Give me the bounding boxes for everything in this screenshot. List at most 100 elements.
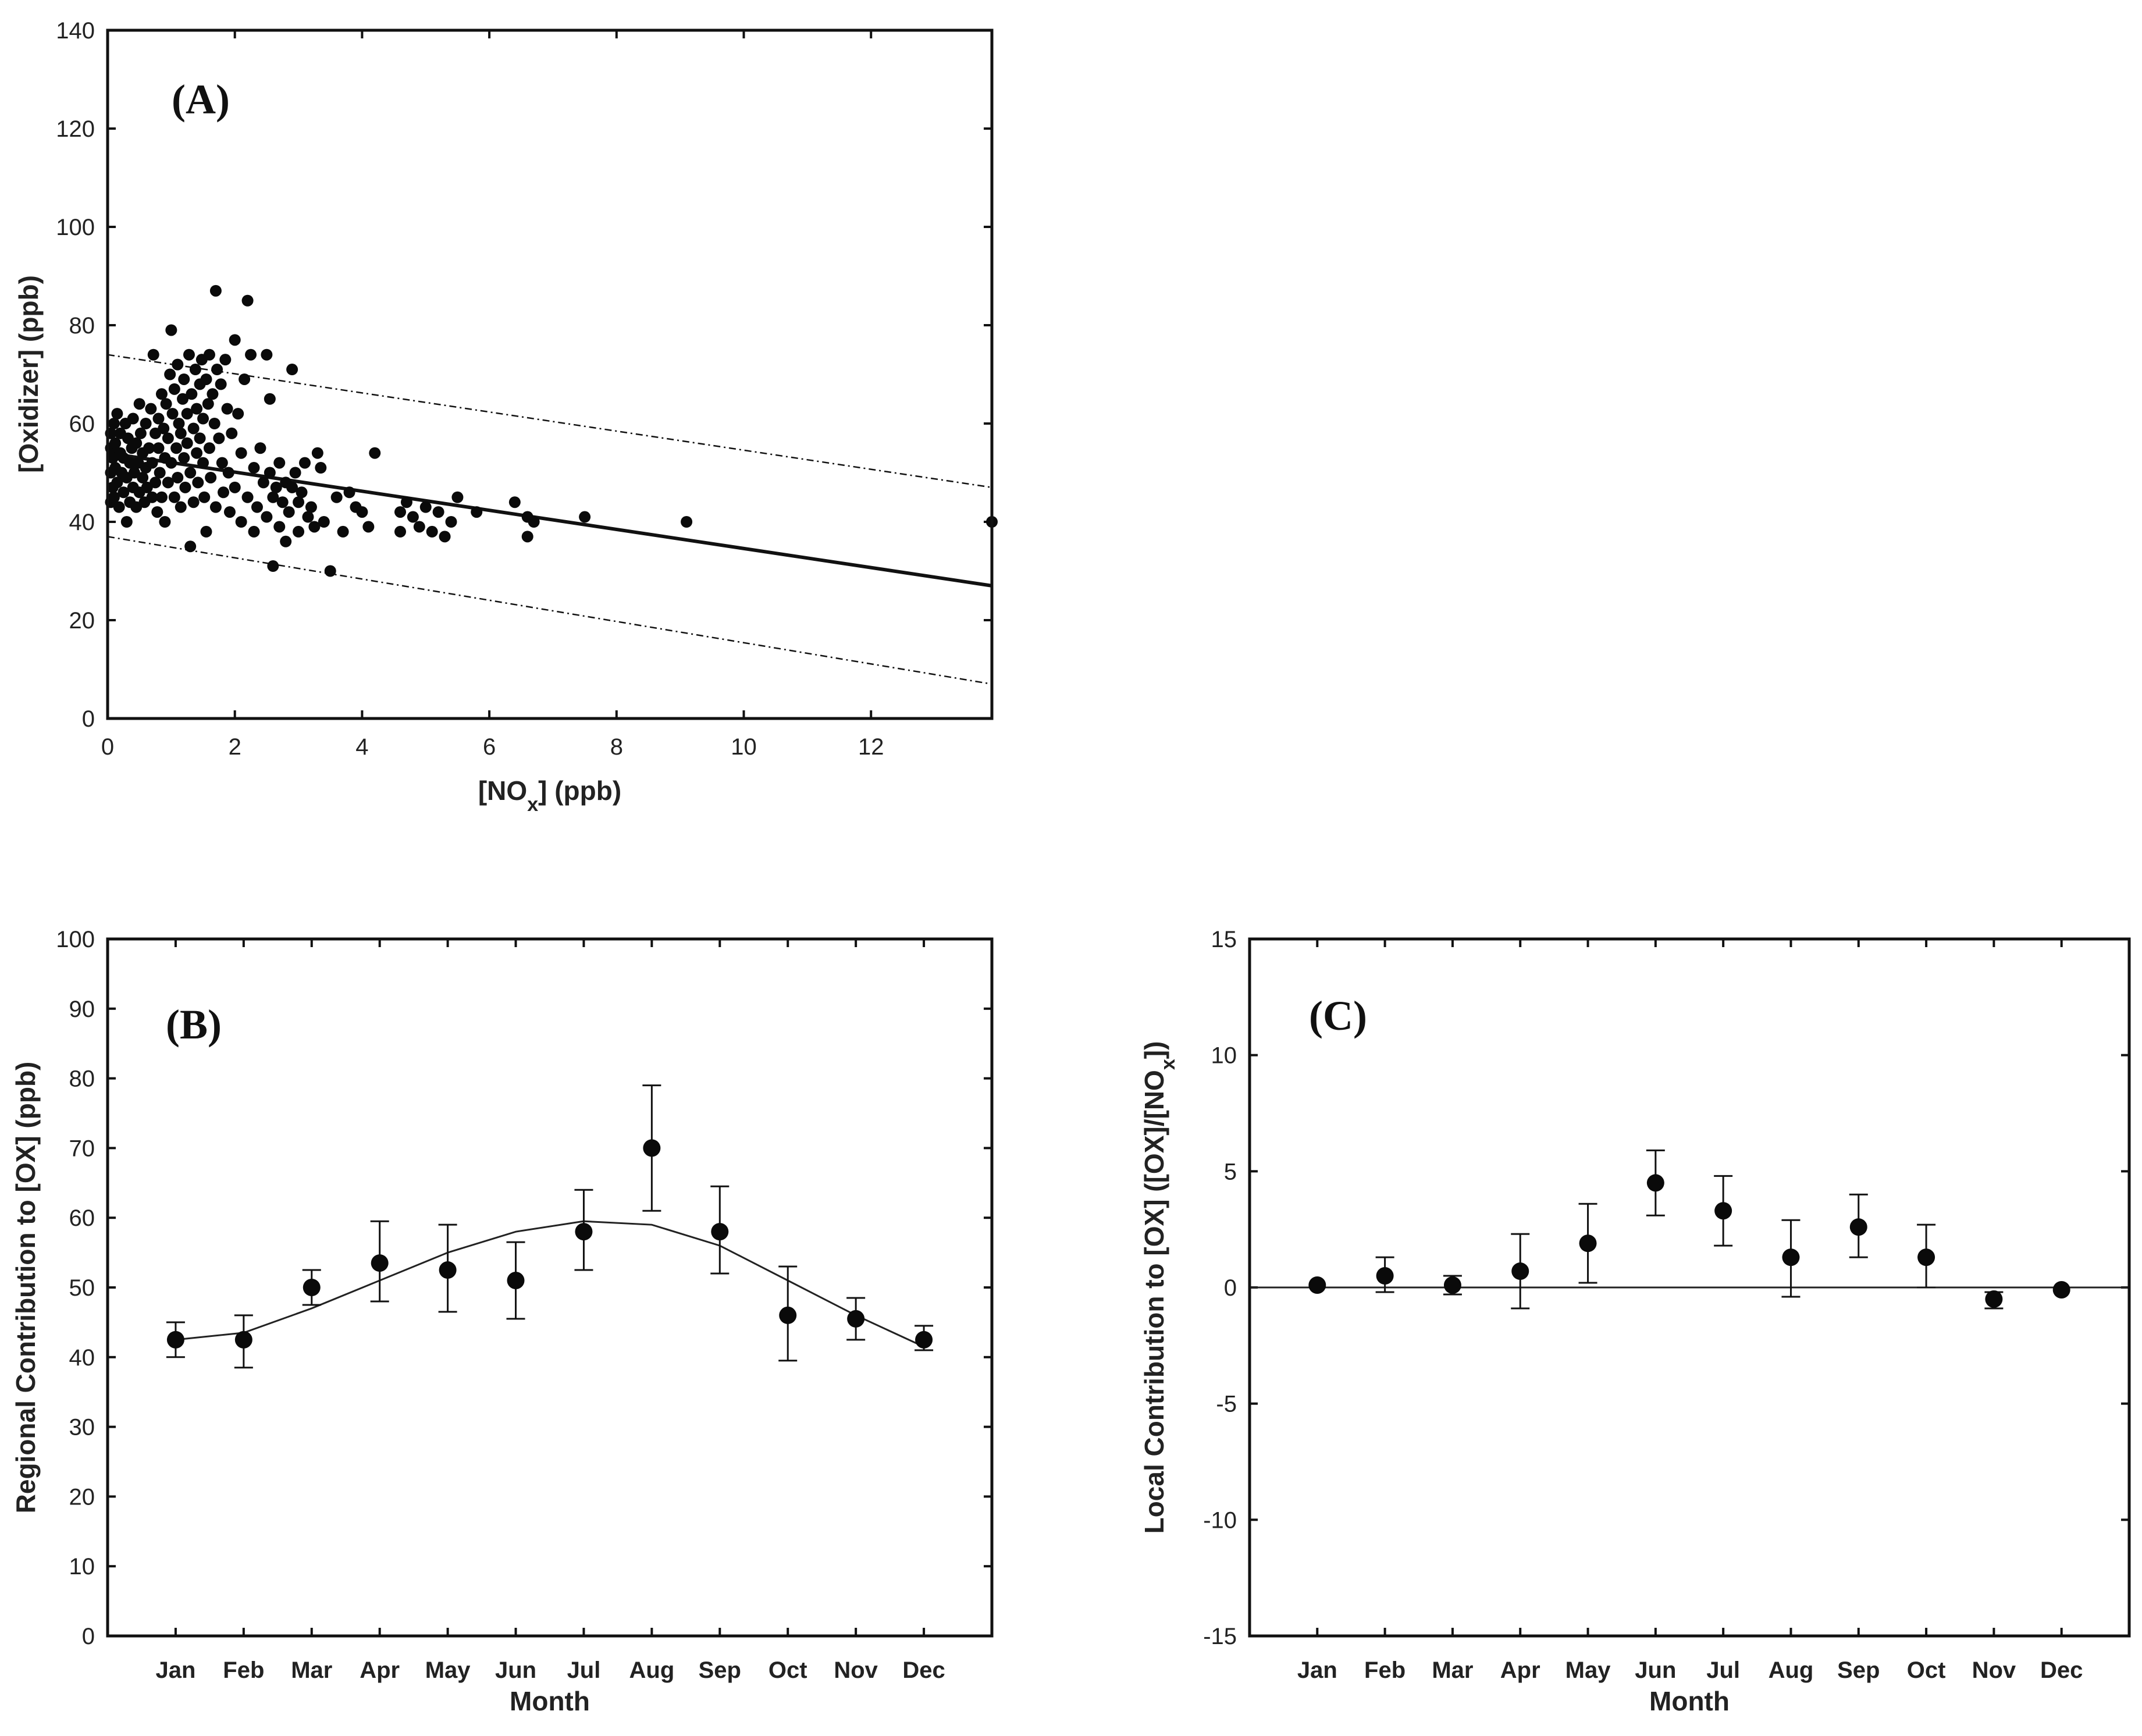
panel-a-data-points <box>105 284 998 577</box>
panel-c-y-tick-label: 10 <box>1211 1043 1237 1069</box>
panel-c-x-axis-title: Month <box>1649 1686 1730 1716</box>
panel-c-y-tick-label: -10 <box>1203 1507 1237 1533</box>
panel-c-x-tick-label: Oct <box>1907 1657 1946 1683</box>
panel-a-point <box>194 432 206 444</box>
panel-a-upper-band <box>107 354 992 489</box>
panel-a-point <box>308 521 321 533</box>
panel-a-point <box>205 471 217 483</box>
panel-a-point <box>168 491 180 503</box>
panel-a-point <box>179 481 191 493</box>
panel-a-point <box>407 511 419 523</box>
panel-c-y-tick-label: 0 <box>1224 1275 1237 1301</box>
panel-a-point <box>198 491 211 503</box>
panel-c-x-tick-label: Nov <box>1972 1657 2016 1683</box>
panel-a-point <box>264 393 276 405</box>
panel-a-point <box>318 516 330 528</box>
panel-b-label: (B) <box>166 1001 222 1048</box>
panel-a-point <box>239 373 251 385</box>
panel-b-y-tick-label: 70 <box>69 1136 95 1161</box>
panel-a-point <box>293 525 305 538</box>
panel-a-x-tick-label: 2 <box>229 734 241 760</box>
panel-a-point <box>296 486 308 499</box>
panel-b-x-tick-label: Nov <box>834 1657 878 1683</box>
panel-b-y-tick-label: 40 <box>69 1345 95 1371</box>
panel-a-point <box>197 412 209 425</box>
panel-a-point <box>166 408 179 420</box>
panel-a-point <box>124 457 136 469</box>
panel-b-y-tick-label: 20 <box>69 1484 95 1510</box>
panel-b-point <box>711 1223 729 1241</box>
panel-a-point <box>419 501 432 513</box>
panel-a-point <box>264 467 276 479</box>
panel-a-point <box>172 471 184 483</box>
panel-b-x-tick-label: Jan <box>155 1657 195 1683</box>
panel-a-point <box>235 447 247 459</box>
panel-c-y-title-tail: ]) <box>1139 1041 1169 1059</box>
panel-a-point <box>109 437 122 449</box>
panel-a-x-tick-label: 12 <box>858 734 884 760</box>
panel-a-point <box>146 491 158 503</box>
panel-a-point <box>177 393 189 405</box>
panel-a-point <box>168 383 180 395</box>
panel-a-point <box>286 364 298 376</box>
panel-a-point <box>146 457 158 469</box>
panel-c-x-tick-label: Jun <box>1635 1657 1676 1683</box>
panel-a-x-tick-label: 10 <box>731 734 757 760</box>
panel-a-point <box>172 358 184 371</box>
panel-a-point <box>305 501 317 513</box>
panel-b-x-tick-label: Mar <box>291 1657 332 1683</box>
panel-a-point <box>245 348 257 361</box>
panel-c-x-tick-label: Sep <box>1837 1657 1880 1683</box>
panel-a-point <box>394 525 407 538</box>
panel-a-point <box>111 476 123 489</box>
panel-a-point <box>369 447 381 459</box>
panel-b-x-tick-label: Sep <box>699 1657 741 1683</box>
panel-a-point <box>187 496 200 508</box>
panel-a-point <box>187 422 200 435</box>
panel-a-point <box>203 442 215 454</box>
panel-c-plot-frame <box>1248 937 2131 1638</box>
panel-b-x-tick-label: Jun <box>495 1657 536 1683</box>
panel-a-point <box>261 511 273 523</box>
panel-a-point <box>154 467 166 479</box>
panel-a-point <box>257 476 269 489</box>
panel-a-point <box>330 491 343 503</box>
panel-b-point <box>166 1331 184 1349</box>
panel-a-point <box>261 348 273 361</box>
panel-a-point <box>528 516 540 528</box>
panel-a-x-title-tail: ] (ppb) <box>538 775 621 806</box>
panel-a-point <box>521 531 533 543</box>
panel-a-point <box>251 501 263 513</box>
panel-a-point <box>130 437 143 449</box>
panel-a-point <box>579 511 591 523</box>
panel-a-point <box>226 427 238 439</box>
panel-b-y-tick-label: 60 <box>69 1205 95 1231</box>
panel-a-point <box>197 457 209 469</box>
panel-a-point <box>175 427 187 439</box>
panel-b-x-tick-label: May <box>425 1657 471 1683</box>
panel-c-point <box>1849 1218 1867 1236</box>
panel-b-y-tick-label: 10 <box>69 1554 95 1580</box>
panel-a-point <box>145 403 157 415</box>
panel-b-y-tick-label: 90 <box>69 997 95 1022</box>
panel-a-x-tick-label: 4 <box>355 734 368 760</box>
panel-a-point <box>147 348 159 361</box>
panel-a-point <box>229 334 241 346</box>
panel-a-point <box>343 486 355 499</box>
panel-a-point <box>681 516 693 528</box>
panel-a-point <box>213 432 225 444</box>
panel-a-point <box>445 516 457 528</box>
panel-a-point <box>356 506 368 518</box>
panel-b-y-tick-label: 80 <box>69 1066 95 1092</box>
panel-a-point <box>229 481 241 493</box>
panel-a-y-tick-label: 120 <box>56 116 95 142</box>
panel-a-x-tick-label: 8 <box>610 734 623 760</box>
panel-b-fit-curve <box>175 1220 924 1348</box>
panel-a-point <box>439 531 451 543</box>
panel-c-x-tick-label: Apr <box>1500 1657 1540 1683</box>
panel-a-x-tick-label: 0 <box>101 734 114 760</box>
panel-c-data-marks <box>1250 1149 2129 1310</box>
panel-a-point <box>181 437 193 449</box>
